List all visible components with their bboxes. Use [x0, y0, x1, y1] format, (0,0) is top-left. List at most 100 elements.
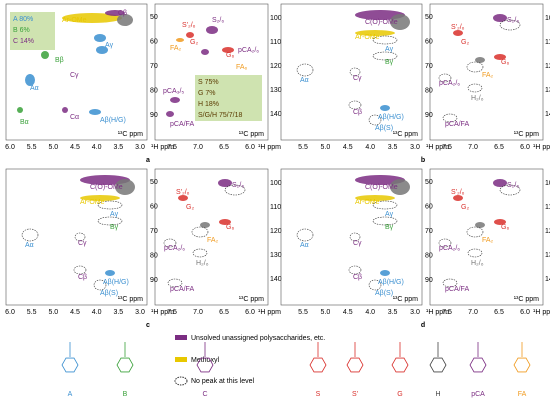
peak	[96, 46, 108, 54]
structure-label: B	[123, 391, 128, 398]
structure-label: A	[68, 391, 73, 398]
peak-label: Bα	[20, 119, 29, 126]
box-text: A 80%	[13, 16, 33, 23]
no-peak	[466, 61, 484, 73]
frame	[5, 168, 148, 306]
y-tick-label: 80	[150, 87, 158, 94]
peak	[206, 26, 218, 34]
peak-label: pCA/FA	[445, 121, 469, 128]
peak-label: C(O)-OMe	[90, 184, 123, 191]
y-tick-label: 50	[425, 14, 433, 21]
y-tick-label: 90	[150, 277, 158, 284]
box-text: G 7%	[198, 90, 216, 97]
frame	[280, 168, 423, 306]
y-tick-label: 100	[270, 15, 282, 22]
peak-label: pCA₂/₆	[238, 47, 259, 54]
x-tick-label: 3.5	[388, 309, 398, 316]
x-tick-label: 7.5	[442, 144, 452, 151]
x-axis-label: ¹H ppm	[258, 144, 281, 151]
no-peak	[348, 265, 362, 275]
peak-label: Aβ(S)	[375, 290, 393, 297]
x-tick-label: 3.5	[388, 144, 398, 151]
y-tick-label: 120	[270, 63, 282, 70]
peak-label: Cβ	[353, 274, 362, 281]
peak-label: FA₂	[482, 72, 494, 79]
x-tick-label: 4.5	[70, 144, 80, 151]
peak-label: Ar-OMe	[80, 199, 105, 206]
peak	[62, 107, 68, 113]
structure	[309, 357, 327, 373]
peak-label: G₂	[190, 39, 198, 46]
y-tick-label: 80	[150, 252, 158, 259]
peak	[355, 195, 395, 201]
peak-label: Bβ	[55, 57, 64, 64]
structure	[391, 357, 409, 373]
no-peak	[442, 113, 458, 123]
y-tick-label: 50	[150, 14, 158, 21]
no-peak	[192, 248, 208, 258]
peak-label: Cγ	[78, 240, 87, 247]
x-axis-label: ¹H ppm	[533, 144, 550, 151]
no-peak	[368, 279, 382, 291]
x-axis-label: ¹H ppm	[258, 309, 281, 316]
box-text: B 6%	[13, 27, 30, 34]
peak-label: Aβ(S)	[375, 125, 393, 132]
no-peak	[438, 73, 452, 83]
x-tick-label: 7.5	[442, 309, 452, 316]
y-tick-label: 140	[545, 276, 550, 283]
peak-label: Aα	[25, 242, 34, 249]
peak-label: H₂/₆	[471, 260, 484, 267]
peak	[380, 105, 390, 111]
structure-label: FA	[518, 391, 527, 398]
peak-label: Aβ(H/G)	[103, 279, 129, 286]
x-tick-label: 4.0	[365, 144, 375, 151]
y-tick-label: 60	[425, 203, 433, 210]
peak-label: Aα	[300, 242, 309, 249]
peak-label: G₆	[501, 224, 509, 231]
y-axis-label: ¹³C ppm	[514, 131, 539, 138]
no-peak	[73, 265, 87, 275]
peak-label: pCA₂/₆	[439, 80, 460, 87]
x-tick-label: 5.5	[298, 144, 308, 151]
x-tick-label: 4.0	[92, 144, 102, 151]
y-tick-label: 80	[425, 87, 433, 94]
x-tick-label: 5.5	[27, 309, 37, 316]
frame	[5, 3, 148, 141]
y-tick-label: 110	[270, 204, 281, 211]
peak-label: G₂	[461, 204, 469, 211]
x-axis-label: ¹H ppm	[151, 144, 174, 151]
x-tick-label: 3.5	[113, 309, 123, 316]
peak-label: S₂/₆	[232, 182, 244, 189]
y-axis-label: ¹³C ppm	[239, 131, 264, 138]
panel-letter: c	[146, 322, 150, 329]
peak	[493, 179, 507, 187]
x-axis-label: ¹H ppm	[533, 309, 550, 316]
peak-label: S₂/₆	[507, 17, 519, 24]
no-peak	[349, 232, 361, 242]
y-tick-label: 140	[545, 111, 550, 118]
peak-label: Aγ	[105, 42, 114, 49]
peak	[25, 74, 35, 86]
y-tick-label: 100	[545, 15, 550, 22]
no-peak	[296, 63, 314, 77]
no-peak	[93, 279, 107, 291]
peak	[201, 49, 209, 55]
x-tick-label: 6.5	[219, 309, 229, 316]
no-peak	[438, 238, 452, 248]
legend-swatch	[175, 357, 187, 362]
peak	[475, 222, 485, 228]
y-tick-label: 100	[270, 180, 282, 187]
peak-label: Cγ	[353, 240, 362, 247]
peak-label: Bγ	[385, 224, 394, 231]
box-text: C 14%	[13, 38, 34, 45]
x-tick-label: 5.5	[27, 144, 37, 151]
frame	[154, 3, 269, 141]
x-tick-label: 3.0	[135, 309, 145, 316]
peak	[17, 107, 23, 113]
x-tick-label: 6.0	[245, 309, 255, 316]
panel: 6.0 5.5 5.0 4.5 4.0 3.5 3.0 7.5 7.0 6.5 6.0 50 60 70 8…	[5, 168, 282, 329]
x-tick-label: 6.5	[494, 309, 504, 316]
no-peak	[442, 278, 458, 288]
x-tick-label: 6.0	[5, 144, 15, 151]
